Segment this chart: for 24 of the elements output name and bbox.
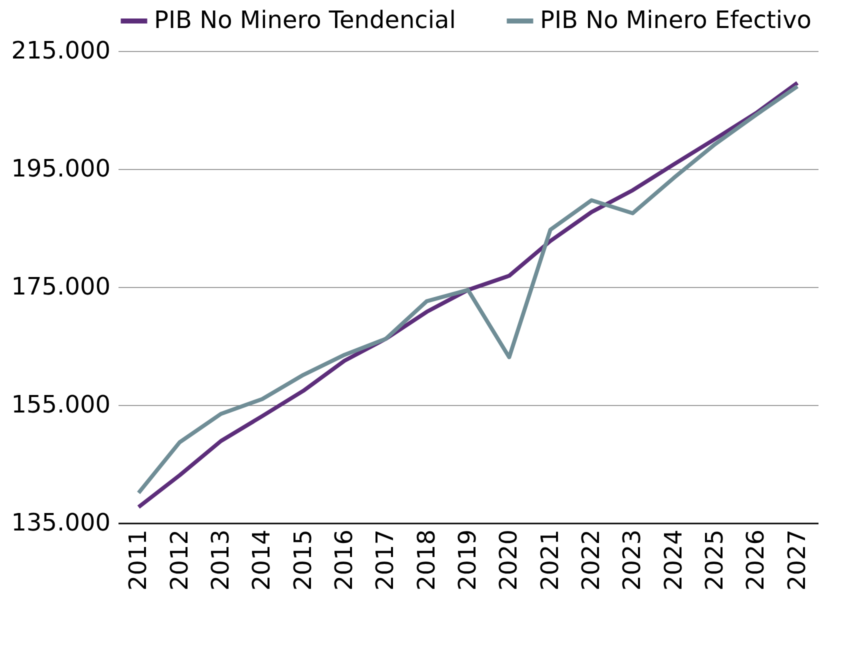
y-tick-label: 195.000 — [11, 154, 110, 182]
x-tick-label: 2012 — [165, 530, 194, 591]
y-tick-label: 215.000 — [11, 36, 110, 64]
x-tick-label: 2018 — [412, 530, 440, 591]
x-tick-label: 2020 — [494, 530, 523, 591]
y-tick-label: 135.000 — [11, 508, 110, 536]
legend-label: PIB No Minero Efectivo — [540, 6, 812, 34]
x-tick-label: 2017 — [371, 530, 400, 591]
x-tick-label: 2026 — [742, 530, 770, 591]
x-tick-label: 2014 — [248, 530, 276, 591]
x-tick-label: 2022 — [577, 530, 606, 591]
x-tick-label: 2016 — [330, 530, 358, 591]
x-tick-label: 2025 — [700, 530, 729, 591]
x-tick-label: 2021 — [536, 530, 564, 591]
x-tick-label: 2019 — [454, 530, 482, 591]
x-tick-label: 2015 — [288, 530, 317, 591]
x-tick-label: 2013 — [206, 530, 234, 591]
y-tick-label: 155.000 — [11, 390, 110, 418]
x-tick-label: 2027 — [782, 530, 811, 591]
x-tick-label: 2023 — [618, 530, 646, 591]
legend-label: PIB No Minero Tendencial — [154, 6, 456, 34]
x-tick-label: 2024 — [659, 530, 688, 591]
x-tick-label: 2011 — [124, 530, 152, 591]
y-tick-label: 175.000 — [11, 272, 110, 300]
